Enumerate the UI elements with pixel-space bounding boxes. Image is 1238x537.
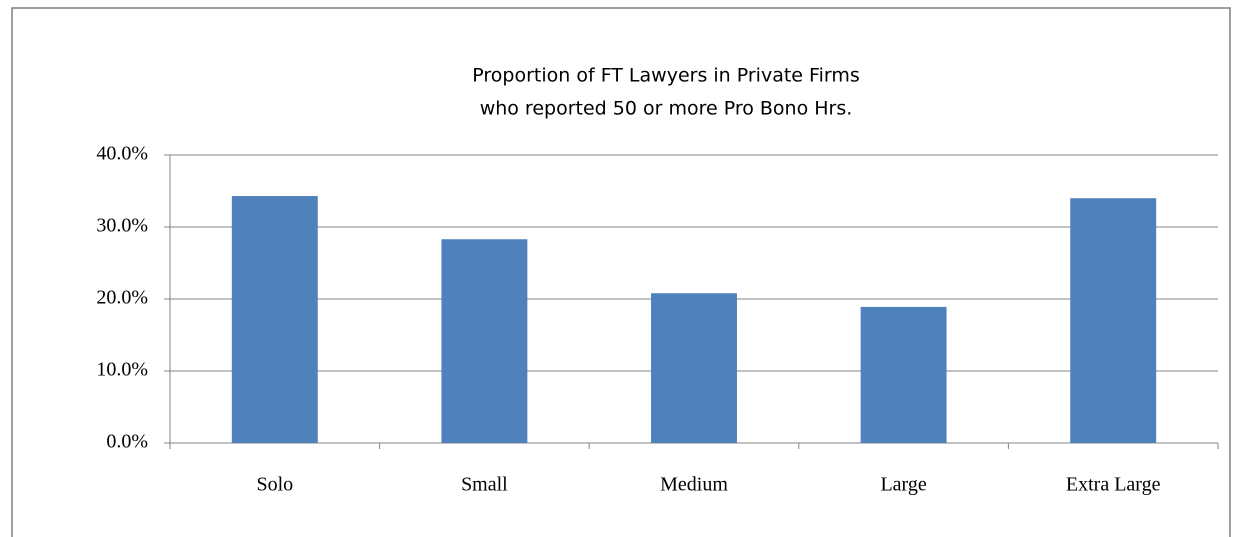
chart-frame [11, 7, 1231, 537]
x-tick-label: Medium [660, 474, 728, 496]
bar [1070, 198, 1157, 443]
y-tick-label: 40.0% [96, 143, 148, 165]
y-tick-label: 0.0% [106, 431, 148, 453]
bar [651, 293, 737, 443]
x-tick-label: Small [461, 474, 508, 496]
x-tick-label: Extra Large [1066, 474, 1161, 496]
y-tick-label: 10.0% [96, 359, 148, 381]
y-tick-label: 20.0% [96, 287, 148, 309]
y-tick-label: 30.0% [96, 215, 148, 237]
chart-title: who reported 50 or more Pro Bono Hrs. [480, 98, 853, 120]
bar [860, 306, 947, 443]
bar [231, 196, 318, 443]
bar [441, 239, 528, 443]
x-tick-label: Solo [256, 474, 293, 496]
chart-title: Proportion of FT Lawyers in Private Firm… [472, 65, 859, 87]
x-tick-label: Large [880, 474, 926, 496]
